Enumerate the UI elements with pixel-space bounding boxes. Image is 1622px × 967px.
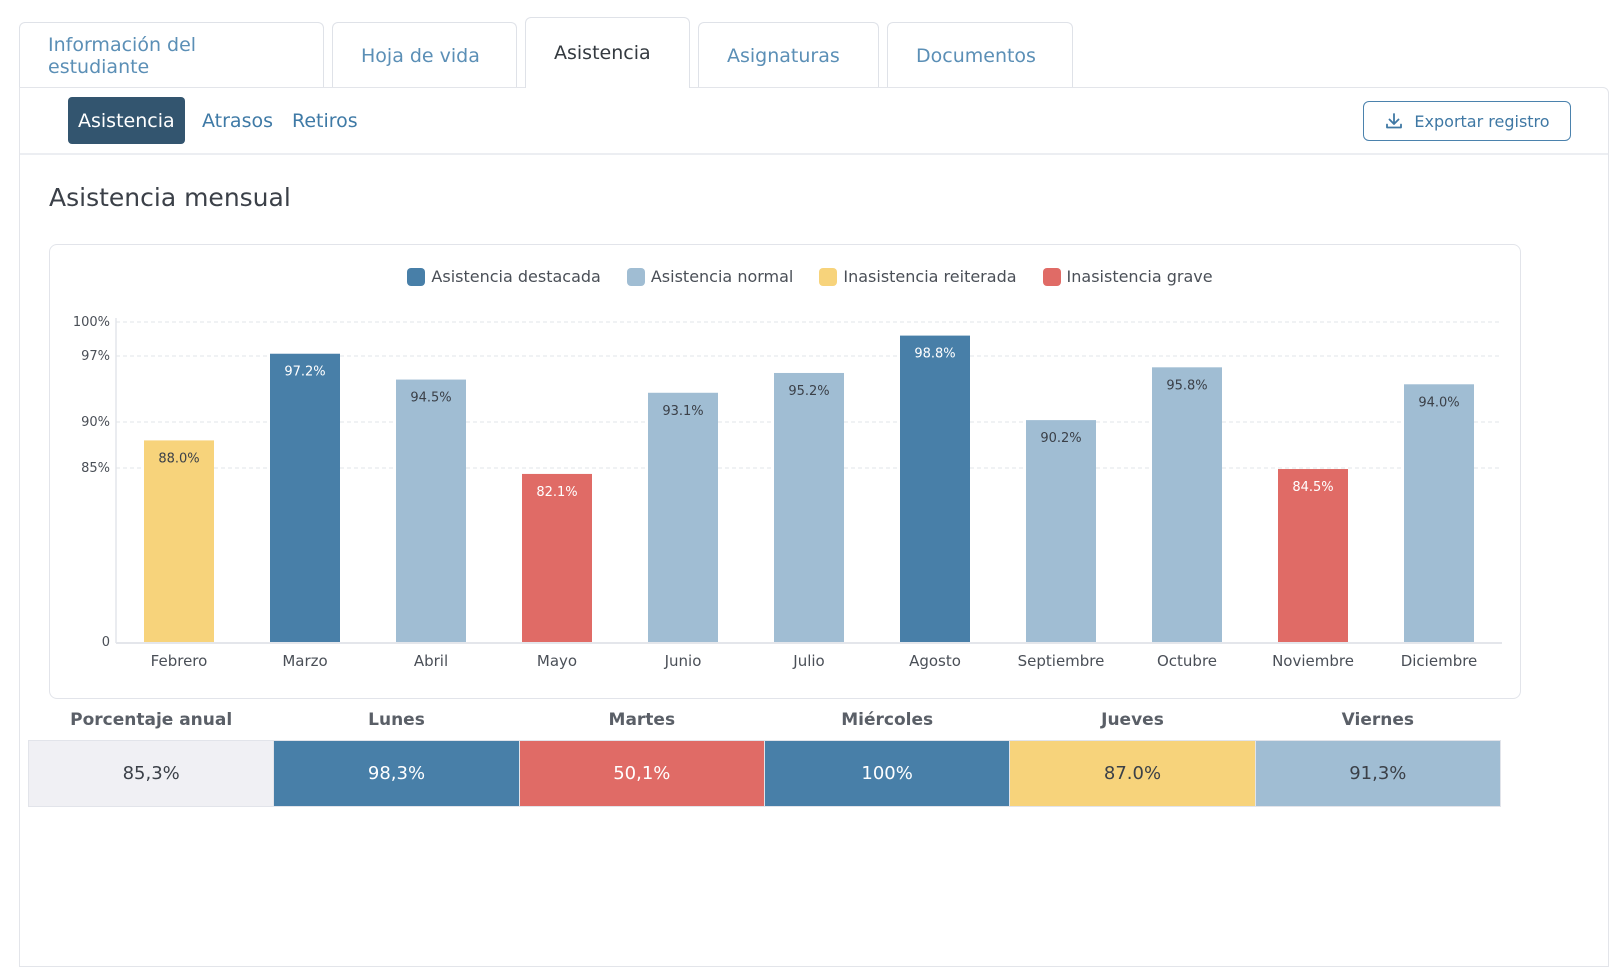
legend-item-destacada[interactable]: Asistencia destacada — [407, 267, 601, 286]
bar-septiembre — [1026, 420, 1096, 642]
data-label: 82.1% — [536, 485, 577, 500]
y-tick-label: 85% — [81, 461, 110, 476]
weekly-values-row: 85,3% 98,3% 50,1% 100% 87.0% 91,3% — [27, 739, 1502, 807]
bar-mayo — [522, 473, 592, 642]
cell-miercoles: 100% — [763, 739, 1011, 807]
y-tick-label: 97% — [81, 349, 110, 364]
x-tick-label: Junio — [664, 652, 702, 670]
tab-asignaturas[interactable]: Asignaturas — [698, 22, 879, 88]
export-button-label: Exportar registro — [1414, 111, 1550, 131]
tab-documentos[interactable]: Documentos — [887, 22, 1073, 88]
legend-item-reiterada[interactable]: Inasistencia reiterada — [819, 267, 1017, 286]
bar-octubre — [1152, 367, 1222, 642]
x-tick-label: Diciembre — [1401, 652, 1478, 670]
export-button[interactable]: Exportar registro — [1363, 101, 1571, 141]
legend-label: Inasistencia reiterada — [843, 267, 1017, 286]
monthly-chart-card: 0 85% 90% 97% 100% 88.0% Febrero 97.2% Marzo 94.5… — [49, 244, 1521, 699]
bar-diciembre — [1404, 384, 1474, 642]
legend-swatch-reiterada — [819, 267, 838, 286]
data-label: 97.2% — [284, 365, 325, 380]
header-miercoles: Miércoles — [841, 709, 934, 730]
weekly-attendance-table: Porcentaje anual Lunes Martes Miércoles … — [27, 700, 1502, 807]
legend-item-grave[interactable]: Inasistencia grave — [1042, 267, 1213, 286]
y-tick-label: 90% — [81, 415, 110, 430]
x-tick-label: Septiembre — [1018, 652, 1105, 670]
header-viernes: Viernes — [1341, 709, 1414, 730]
header-lunes: Lunes — [368, 709, 425, 730]
legend-label: Inasistencia grave — [1066, 267, 1213, 286]
x-tick-label: Noviembre — [1272, 652, 1354, 670]
subtab-retiros[interactable]: Retiros — [292, 109, 358, 132]
x-tick-label: Mayo — [537, 652, 577, 670]
tab-asistencia[interactable]: Asistencia — [525, 17, 690, 88]
subtab-atrasos[interactable]: Atrasos — [202, 109, 273, 132]
data-label: 98.8% — [914, 347, 955, 362]
x-tick-label: Julio — [792, 652, 824, 670]
data-label: 93.1% — [662, 404, 703, 419]
monthly-attendance-title: Asistencia mensual — [49, 183, 291, 212]
tab-hoja-de-vida[interactable]: Hoja de vida — [332, 22, 517, 88]
legend-item-normal[interactable]: Asistencia normal — [626, 267, 794, 286]
subtab-asistencia[interactable]: Asistencia — [68, 97, 185, 144]
data-label: 94.5% — [410, 391, 451, 406]
header-jueves: Jueves — [1101, 709, 1164, 730]
bar-julio — [774, 372, 844, 642]
header-martes: Martes — [608, 709, 676, 730]
data-label: 84.5% — [1292, 480, 1333, 495]
legend-swatch-normal — [626, 267, 645, 286]
tab-panel: Asistencia Atrasos Retiros Exportar regi… — [19, 87, 1609, 967]
cell-jueves: 87.0% — [1009, 739, 1256, 807]
y-tick-label: 0 — [102, 635, 110, 650]
y-tick-label: 100% — [73, 315, 110, 330]
legend-swatch-destacada — [407, 267, 426, 286]
data-label: 88.0% — [158, 451, 199, 466]
bar-febrero — [144, 440, 214, 642]
data-label: 94.0% — [1418, 395, 1459, 410]
legend-label: Asistencia destacada — [431, 267, 601, 286]
data-label: 95.2% — [788, 384, 829, 399]
tab-informacion-estudiante[interactable]: Información del estudiante — [19, 22, 324, 88]
x-tick-label: Octubre — [1157, 652, 1217, 670]
legend-swatch-grave — [1042, 267, 1061, 286]
monthly-attendance-chart: 0 85% 90% 97% 100% 88.0% Febrero 97.2% Marzo 94.5… — [73, 315, 1502, 670]
data-label: 90.2% — [1040, 431, 1081, 446]
header-porcentaje-anual: Porcentaje anual — [70, 709, 233, 730]
x-tick-label: Abril — [414, 652, 448, 670]
bar-junio — [648, 392, 718, 642]
data-label: 95.8% — [1166, 378, 1207, 393]
bar-noviembre — [1278, 469, 1348, 642]
chart-legend: Asistencia destacada Asistencia normal I… — [100, 267, 1520, 286]
bar-agosto — [900, 335, 970, 642]
download-icon — [1386, 113, 1403, 129]
legend-label: Asistencia normal — [650, 267, 794, 286]
x-tick-label: Marzo — [282, 652, 327, 670]
subtab-bar: Asistencia Atrasos Retiros Exportar regi… — [20, 88, 1608, 155]
cell-viernes: 91,3% — [1254, 739, 1502, 807]
bar-abril — [396, 379, 466, 642]
cell-martes: 50,1% — [518, 739, 765, 807]
cell-porcentaje-anual: 85,3% — [27, 739, 275, 807]
x-tick-label: Agosto — [909, 652, 961, 670]
bar-marzo — [270, 353, 340, 642]
cell-lunes: 98,3% — [273, 739, 520, 807]
weekly-header-row: Porcentaje anual Lunes Martes Miércoles … — [29, 700, 1501, 740]
main-tabs: Información del estudiante Hoja de vida … — [19, 17, 1081, 88]
x-tick-label: Febrero — [151, 652, 208, 670]
